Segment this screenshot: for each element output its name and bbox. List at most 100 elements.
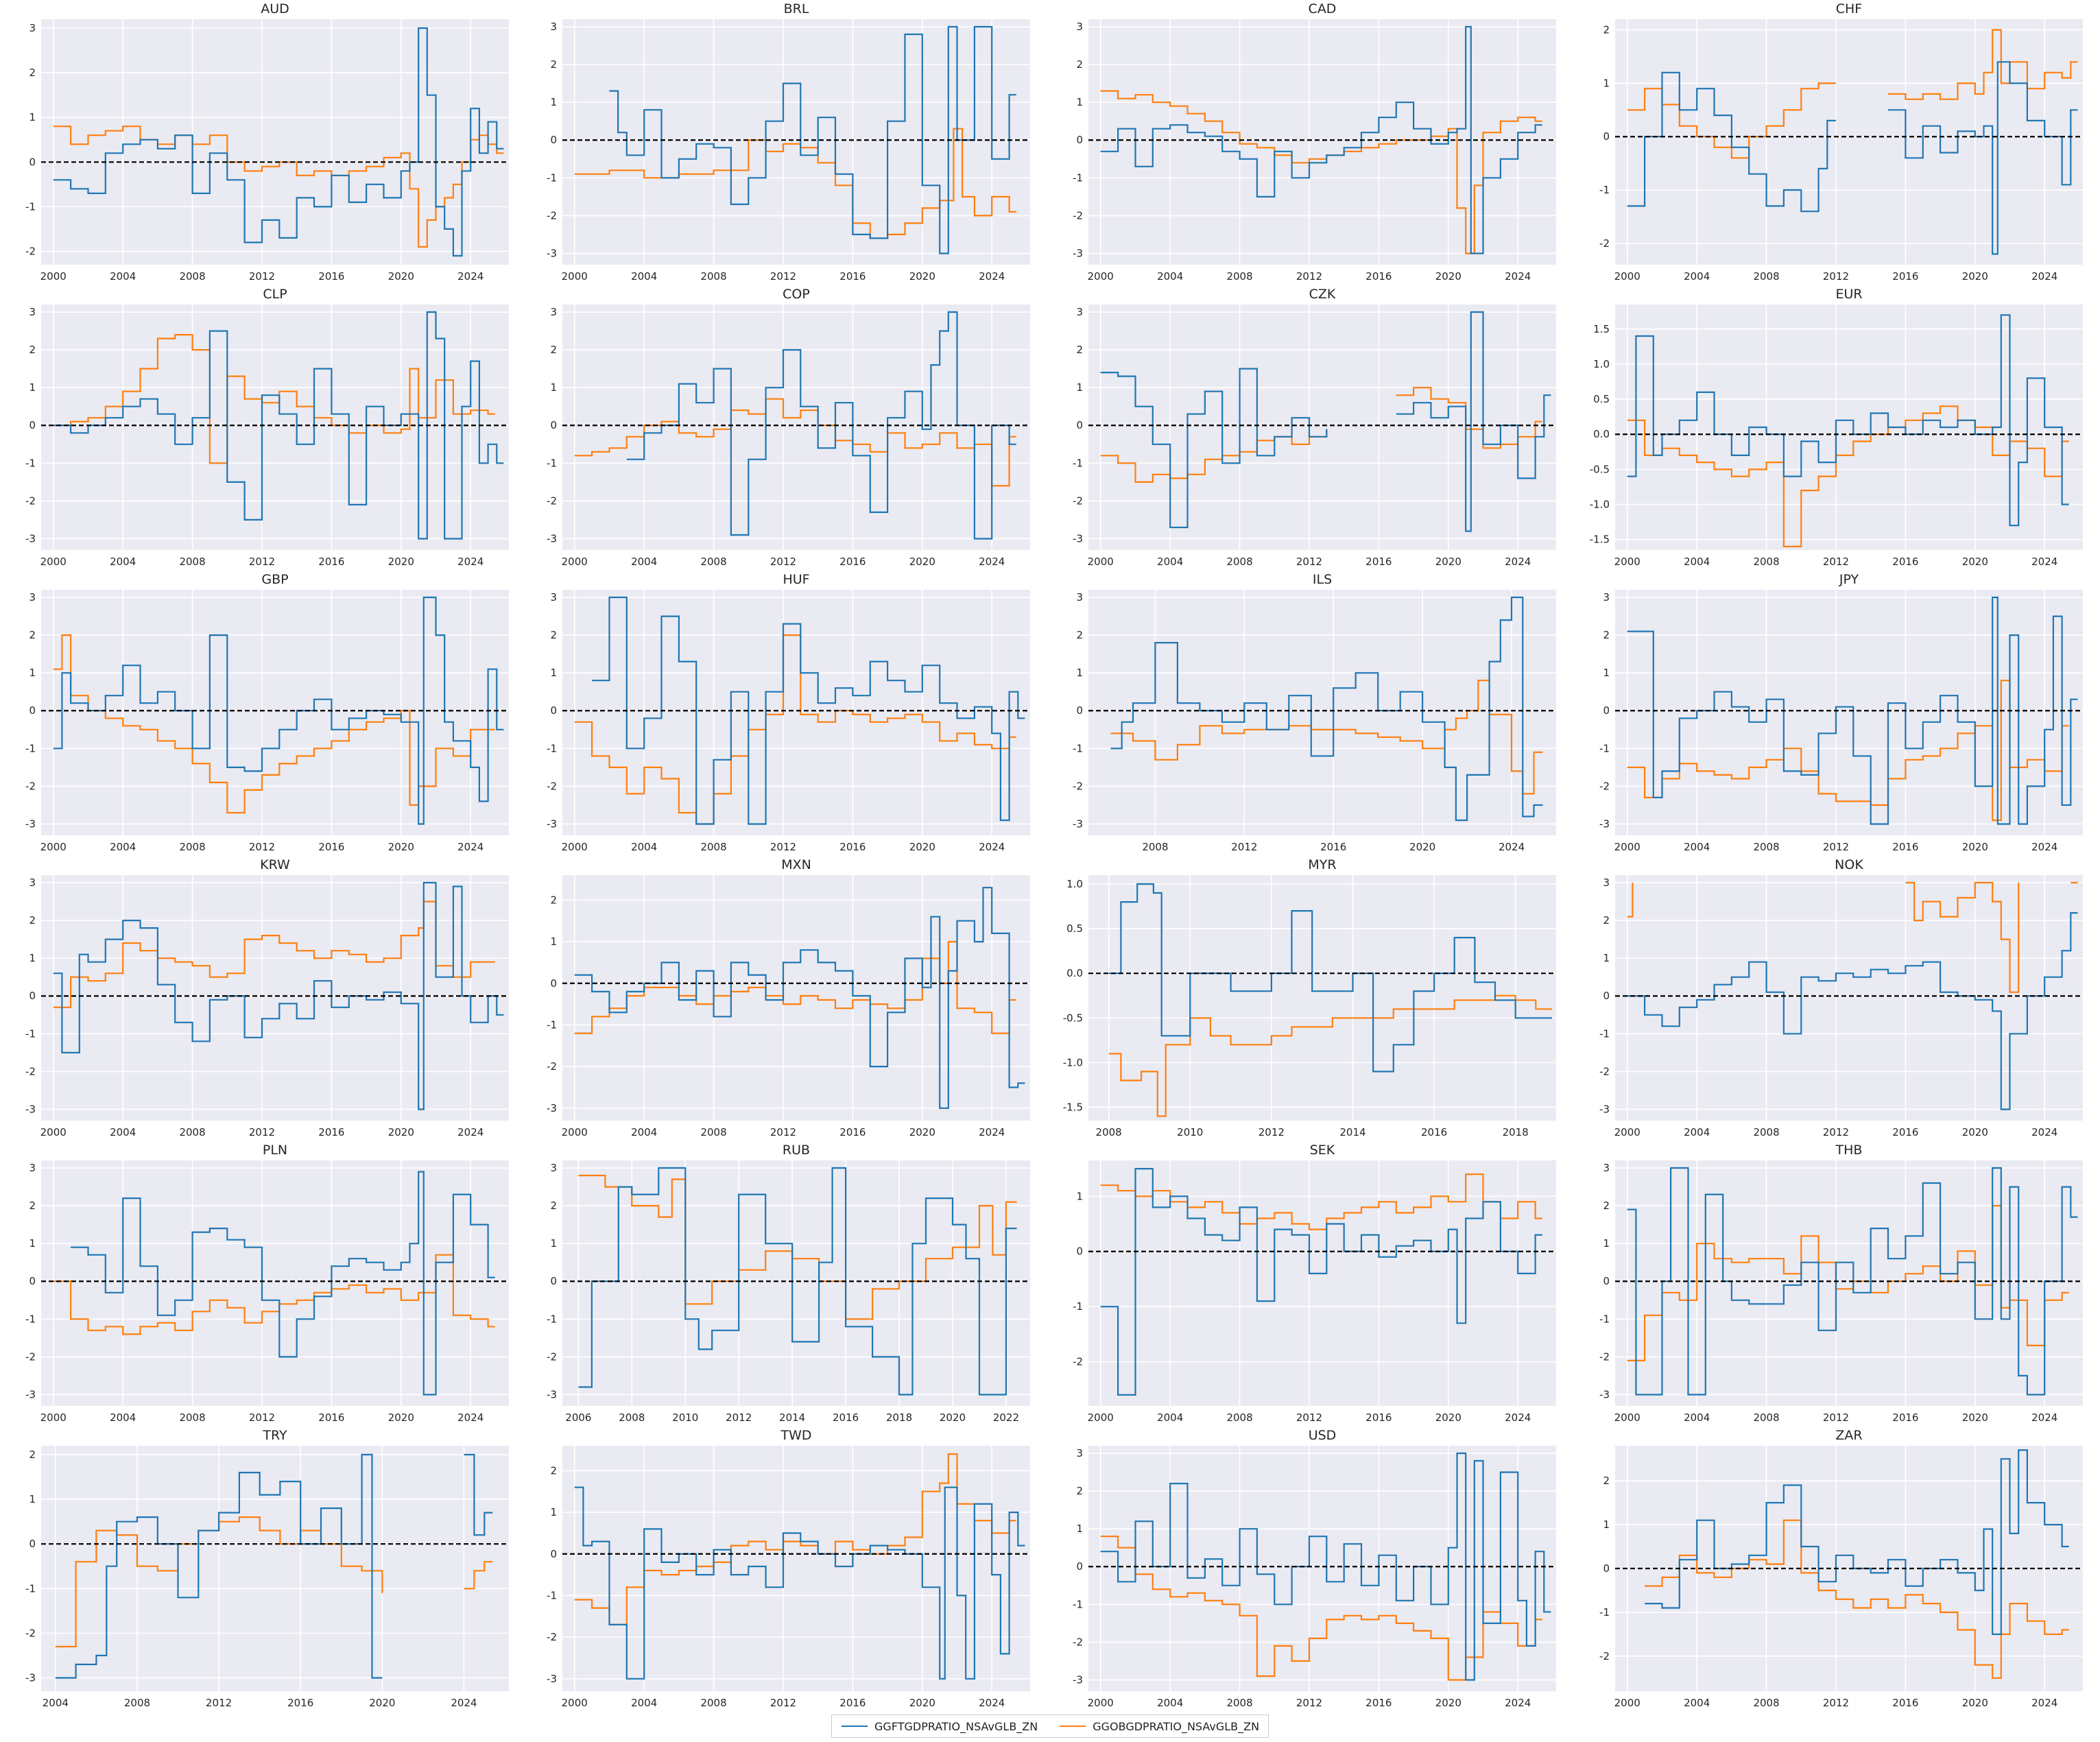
- series-ggob-line: [1645, 1519, 2069, 1679]
- y-tick-label: 0: [1603, 990, 1610, 1002]
- x-tick-label: 2024: [2031, 1126, 2057, 1138]
- x-tick-label: 2018: [886, 1411, 912, 1424]
- plot-area: [1088, 19, 1556, 265]
- x-tick-label: 2012: [249, 841, 275, 853]
- y-tick-label: -2: [1073, 494, 1083, 507]
- x-tick-label: 2020: [1962, 556, 1988, 568]
- y-tick-label: 1: [1603, 77, 1610, 89]
- y-tick-label: 0: [1603, 130, 1610, 143]
- y-tick-label: 0: [29, 1275, 36, 1287]
- panel-title: SEK: [1310, 1143, 1335, 1158]
- y-tick-label: -1: [25, 1313, 36, 1325]
- panel-title: BRL: [784, 1, 809, 16]
- x-tick-label: 2000: [1088, 556, 1114, 568]
- legend-item-1: GGFTGDPRATIO_NSAvGLB_ZN: [842, 1720, 1038, 1733]
- x-tick-label: 2012: [249, 1411, 275, 1424]
- x-tick-label: 2024: [457, 1126, 484, 1138]
- x-tick-label: 2008: [700, 841, 726, 853]
- x-tick-label: 2012: [1823, 841, 1849, 853]
- x-tick-label: 2024: [1505, 1411, 1531, 1424]
- y-tick-label: -2: [1073, 209, 1083, 222]
- plot-area: [562, 19, 1030, 265]
- x-tick-label: 2012: [726, 1411, 752, 1424]
- x-tick-label: 2024: [1505, 270, 1531, 283]
- x-tick-label: 2004: [1157, 1411, 1183, 1424]
- x-tick-label: 2010: [672, 1411, 698, 1424]
- y-tick-label: 0.0: [1066, 967, 1083, 979]
- y-tick-label: -2: [1073, 1636, 1083, 1648]
- panel-chf: 2000 2004 2008 2012 2016 2020 2024 -2 -1 0 1 2 CHF: [1599, 1, 2083, 283]
- y-tick-label: -1: [1073, 171, 1083, 184]
- y-tick-label: 2: [29, 629, 36, 641]
- plot-area: [562, 590, 1030, 835]
- x-tick-label: 2024: [979, 270, 1005, 283]
- x-tick-label: 2020: [388, 841, 414, 853]
- y-tick-label: -1.5: [1063, 1101, 1083, 1113]
- y-tick-label: 0: [1076, 704, 1083, 717]
- series-ggft-line: [1110, 596, 1543, 822]
- series-ggob-line: [578, 1174, 1017, 1320]
- x-tick-label: 2004: [1157, 270, 1183, 283]
- y-tick-label: -1: [1073, 457, 1083, 469]
- x-tick-label: 2008: [700, 1697, 726, 1709]
- legend-swatch-blue: [842, 1726, 868, 1727]
- x-tick-label: 2020: [1435, 1411, 1461, 1424]
- y-tick-label: -1.0: [1590, 499, 1610, 511]
- series-ggft-line: [1100, 1168, 1542, 1396]
- y-tick-label: 2: [1603, 1200, 1610, 1212]
- y-tick-label: -1: [1073, 1300, 1083, 1313]
- plot-area: [41, 590, 509, 835]
- x-tick-label: 2008: [1226, 1411, 1252, 1424]
- y-tick-label: -3: [1599, 1103, 1610, 1115]
- y-tick-label: -1: [1073, 742, 1083, 754]
- x-tick-label: 2000: [1614, 841, 1640, 853]
- legend-label-1: GGFTGDPRATIO_NSAvGLB_ZN: [874, 1719, 1038, 1733]
- series-group: [1100, 25, 1542, 254]
- y-tick-label: -2: [25, 245, 36, 257]
- y-tick-label: 0: [29, 419, 36, 431]
- x-tick-label: 2024: [1499, 841, 1525, 853]
- x-tick-label: 2012: [770, 841, 796, 853]
- x-tick-label: 2012: [770, 1697, 796, 1709]
- series-ggob-line: [574, 634, 1016, 825]
- x-tick-label: 2012: [1823, 1411, 1849, 1424]
- y-tick-label: 2: [550, 1200, 557, 1212]
- series-group: [1100, 1168, 1542, 1396]
- y-tick-label: -3: [1073, 1673, 1083, 1686]
- panel-title: CZK: [1309, 287, 1336, 302]
- x-tick-label: 2016: [1365, 270, 1392, 283]
- plot-area: [1615, 19, 2083, 265]
- y-tick-label: -1: [547, 1018, 557, 1031]
- x-tick-label: 2004: [1157, 556, 1183, 568]
- x-tick-label: 2016: [1892, 556, 1918, 568]
- x-tick-label: 2020: [1962, 1411, 1988, 1424]
- y-tick-label: 1.0: [1593, 358, 1610, 370]
- panel-title: MXN: [781, 857, 811, 872]
- x-tick-label: 2004: [1684, 556, 1710, 568]
- x-tick-label: 2000: [40, 1411, 67, 1424]
- series-ggft-line: [53, 311, 504, 540]
- y-tick-label: -2: [547, 1631, 557, 1643]
- y-tick-label: 2: [29, 1448, 36, 1461]
- series-ggft-line: [592, 596, 1025, 825]
- y-tick-label: 1: [550, 1237, 557, 1250]
- panel-title: COP: [783, 287, 810, 302]
- panel-mxn: 2000 2004 2008 2012 2016 2020 2024 -3 -2 -1 0 1 2 MXN: [547, 857, 1030, 1138]
- series-group: [1627, 881, 2078, 1110]
- series-group: [53, 881, 504, 1110]
- x-tick-label: 2016: [1892, 841, 1918, 853]
- y-tick-label: -1: [547, 457, 557, 469]
- series-group: [1100, 1452, 1551, 1681]
- x-tick-label: 2000: [1614, 270, 1640, 283]
- y-tick-label: -3: [547, 818, 557, 830]
- plot-area: [1615, 305, 2083, 550]
- y-tick-label: 1: [1603, 1518, 1610, 1531]
- plot-area: [562, 305, 1030, 550]
- y-tick-label: 3: [550, 591, 557, 604]
- series-group: [1108, 883, 1553, 1117]
- y-tick-label: -2: [1599, 1650, 1610, 1662]
- x-tick-label: 2008: [1226, 1697, 1252, 1709]
- x-tick-label: 2008: [1142, 841, 1168, 853]
- plot-area: [41, 19, 509, 265]
